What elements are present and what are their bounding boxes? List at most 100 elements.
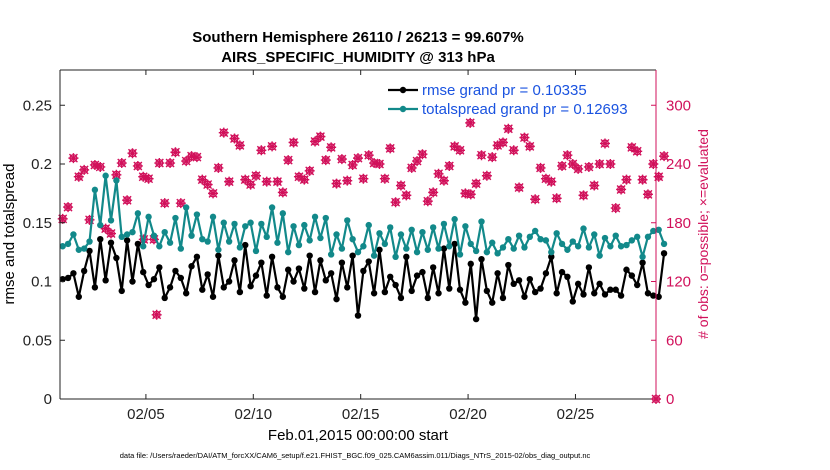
rmse-point [70, 270, 77, 277]
rmse-point [467, 260, 474, 268]
rmse-point [258, 259, 265, 266]
y2-tick-label: 300 [666, 97, 691, 114]
obs-evaluated-marker [653, 171, 664, 182]
totalspread-point [166, 239, 174, 246]
obs-evaluated-marker [471, 178, 482, 189]
totalspread-point [193, 211, 201, 218]
obs-evaluated-marker [132, 160, 143, 171]
obs-evaluated-marker [315, 131, 326, 142]
rmse-point [354, 312, 362, 319]
obs-evaluated-marker [122, 195, 133, 206]
rmse-point [252, 272, 260, 279]
rmse-point [591, 290, 598, 297]
rmse-point [123, 237, 131, 244]
totalspread-point [650, 227, 657, 235]
totalspread-point [429, 224, 437, 231]
y2-tick-label: 0 [666, 391, 674, 408]
obs-evaluated-marker [616, 184, 627, 195]
rmse-point [531, 288, 539, 296]
rmse-point [403, 253, 410, 261]
rmse-point [650, 292, 657, 299]
rmse-point [290, 278, 297, 285]
chart-title-line2: AIRS_SPECIFIC_HUMIDITY @ 313 hPa [221, 49, 495, 66]
obs-evaluated-marker [111, 169, 122, 180]
obs-evaluated-marker [422, 196, 433, 207]
obs-evaluated-marker [535, 162, 546, 173]
obs-evaluated-marker [379, 173, 390, 184]
rmse-point [489, 299, 496, 306]
totalspread-point [424, 246, 432, 253]
y2-tick-label: 60 [666, 332, 683, 349]
rmse-point [376, 246, 383, 253]
rmse-point [107, 239, 115, 246]
totalspread-point [628, 237, 636, 244]
rmse-point [360, 267, 367, 275]
rmse-point [548, 253, 555, 261]
obs-evaluated-marker [546, 176, 557, 187]
totalspread-point [97, 221, 104, 229]
obs-evaluated-marker [304, 165, 315, 176]
obs-evaluated-marker [213, 162, 224, 173]
totalspread-point [145, 213, 152, 221]
obs-evaluated-marker [369, 158, 380, 169]
rmse-point [580, 291, 587, 298]
rmse-point [86, 247, 93, 255]
obs-evaluated-marker [331, 178, 342, 189]
totalspread-point [86, 238, 93, 245]
totalspread-point [548, 248, 555, 256]
rmse-point [242, 241, 249, 249]
y2-tick-label: 180 [666, 215, 691, 232]
obs-evaluated-marker [250, 170, 261, 181]
legend-swatch-marker [399, 105, 407, 113]
obs-evaluated-marker [229, 133, 240, 144]
rmse-point [188, 263, 195, 270]
obs-evaluated-marker [412, 156, 423, 167]
rmse-point [220, 284, 227, 291]
legend-entry: totalspread grand pr = 0.12693 [422, 101, 628, 118]
totalspread-point [118, 233, 125, 241]
totalspread-point [268, 204, 276, 211]
obs-evaluated-marker [578, 190, 589, 201]
totalspread-point [102, 172, 109, 179]
data-file-footer: data file: /Users/raeder/DAI/ATM_forcXX/… [120, 451, 591, 460]
y-tick-label: 0 [44, 391, 52, 408]
obs-evaluated-marker [336, 154, 347, 165]
obs-evaluated-marker [465, 189, 476, 200]
totalspread-point [284, 248, 292, 256]
totalspread-point [113, 177, 120, 184]
totalspread-point [365, 221, 372, 229]
totalspread-point [451, 216, 458, 223]
rmse-point [349, 252, 356, 259]
totalspread-point [403, 245, 410, 252]
rmse-point [80, 267, 88, 275]
obs-evaluated-marker [594, 159, 605, 169]
legend-entry: rmse grand pr = 0.10335 [422, 82, 587, 99]
rmse-point [284, 266, 292, 273]
rmse-point [607, 286, 614, 293]
obs-evaluated-marker [395, 180, 406, 191]
rmse-point [634, 281, 641, 289]
obs-evaluated-marker [497, 137, 508, 148]
y-tick-label: 0.05 [23, 332, 52, 349]
rmse-point [612, 286, 619, 293]
obs-evaluated-marker [165, 158, 176, 169]
rmse-point [344, 284, 351, 291]
totalspread-point [317, 234, 324, 242]
rmse-point [215, 252, 222, 259]
rmse-point [623, 266, 630, 273]
rmse-point [440, 245, 448, 252]
obs-evaluated-marker [79, 164, 90, 175]
totalspread-point [655, 226, 662, 233]
y-axis-label: rmse and totalspread [1, 164, 18, 305]
totalspread-point [574, 243, 582, 250]
totalspread-point [360, 243, 367, 250]
totalspread-point [634, 233, 641, 241]
obs-evaluated-marker [637, 174, 648, 185]
totalspread-point [526, 233, 534, 241]
rmse-point [451, 240, 458, 248]
totalspread-point [140, 243, 147, 250]
rmse-point [177, 274, 185, 282]
totalspread-point [182, 204, 190, 211]
totalspread-point [204, 238, 211, 245]
rmse-point [456, 286, 464, 293]
